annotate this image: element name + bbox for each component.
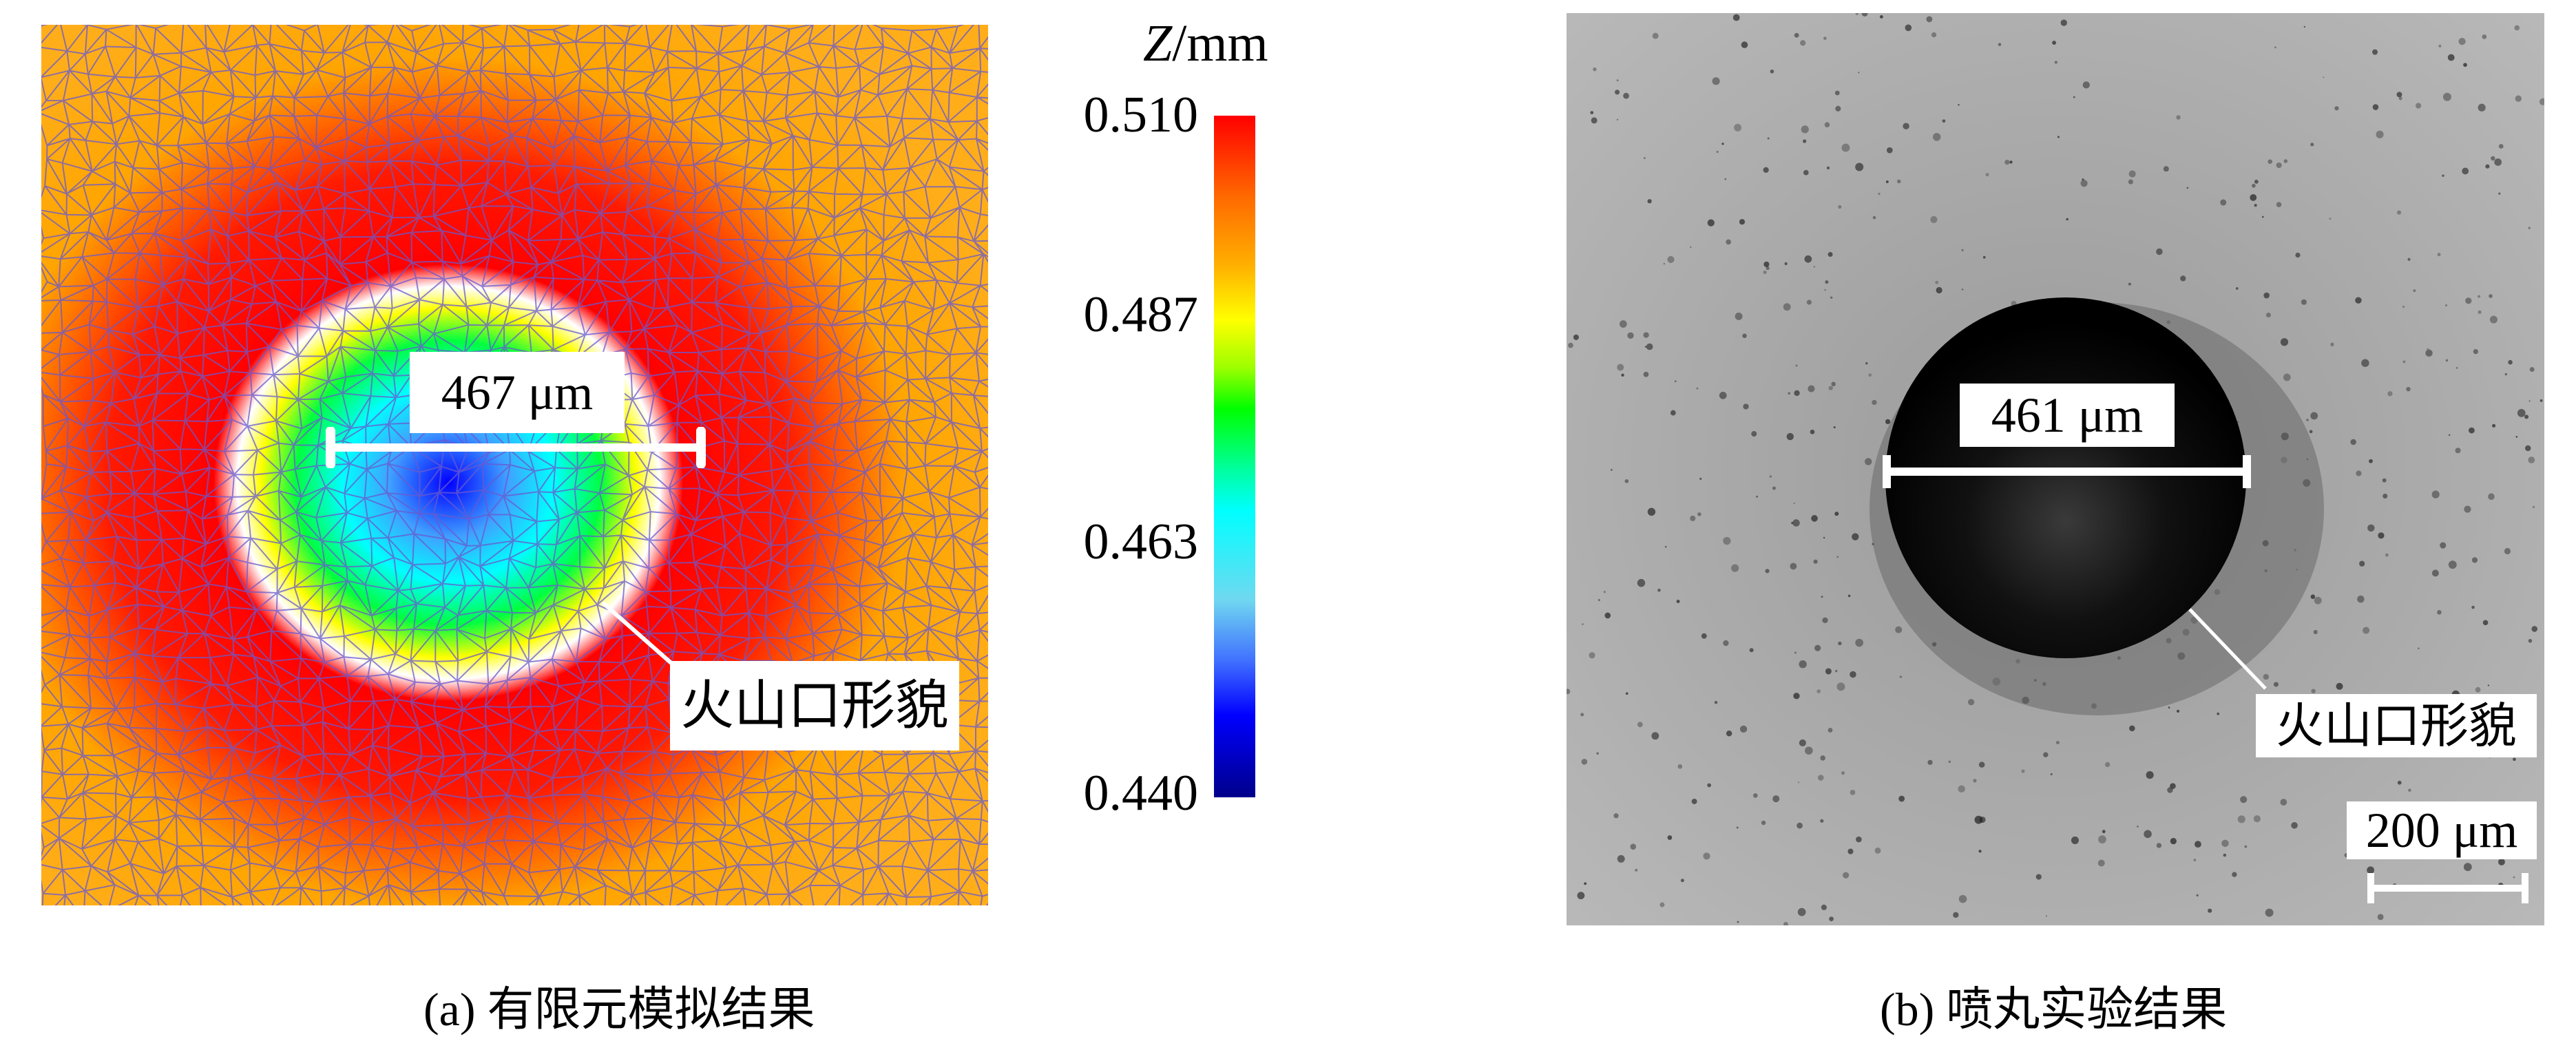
measurement-bar-b bbox=[1883, 455, 2251, 488]
fe-simulation-contour bbox=[41, 25, 988, 905]
crater-annotation-b: 火山口形貌 bbox=[2256, 694, 2537, 757]
caption-a: (a) 有限元模拟结果 bbox=[423, 983, 815, 1036]
colorbar bbox=[1214, 116, 1255, 797]
scale-bar bbox=[2367, 873, 2528, 903]
colorbar-tick: 0.463 bbox=[1083, 514, 1199, 570]
caption-b: (b) 喷丸实验结果 bbox=[1880, 983, 2228, 1036]
fe-mesh bbox=[41, 25, 988, 905]
measurement-bar-a bbox=[326, 427, 706, 468]
colorbar-tick: 0.487 bbox=[1083, 286, 1199, 343]
colorbar-tick: 0.510 bbox=[1083, 87, 1199, 143]
crater-annotation-a: 火山口形貌 bbox=[670, 661, 959, 751]
measurement-label-b: 461 μm bbox=[1960, 384, 2175, 447]
scale-bar-label: 200 μm bbox=[2347, 801, 2537, 859]
colorbar-tick: 0.440 bbox=[1083, 765, 1199, 821]
colorbar-title: Z/mm bbox=[1143, 14, 1268, 72]
leader-line-a bbox=[601, 600, 680, 671]
leader-line-b bbox=[2188, 608, 2267, 690]
measurement-label-a: 467 μm bbox=[410, 352, 625, 433]
